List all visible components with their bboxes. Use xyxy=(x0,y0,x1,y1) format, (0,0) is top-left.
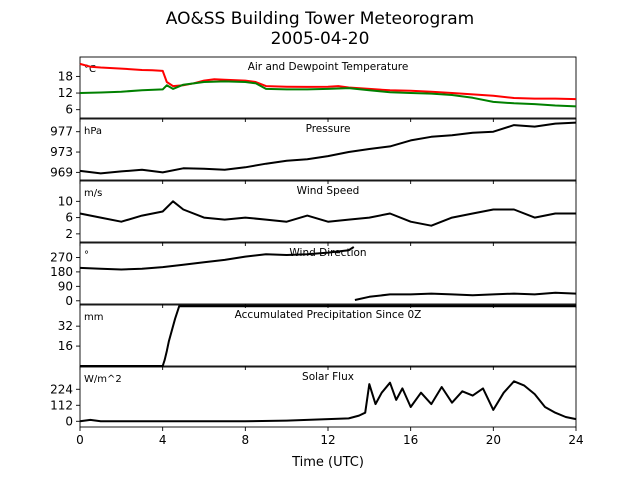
y-tick-label: 0 xyxy=(65,414,73,428)
y-tick-label: 0 xyxy=(65,294,73,308)
y-tick-label: 32 xyxy=(58,319,73,333)
panel-title: Pressure xyxy=(306,123,351,135)
y-tick-label: 6 xyxy=(65,103,73,117)
panels-group: 6 12 18 °C Air and Dewpoint Temperature 969 97… xyxy=(50,56,577,431)
x-tick-label: 16 xyxy=(403,433,418,447)
y-tick-label: 12 xyxy=(58,86,73,100)
panel-unit-label: mm xyxy=(84,312,103,323)
x-tick-label: 24 xyxy=(568,433,583,447)
panel-title: Wind Speed xyxy=(297,185,360,197)
x-tick-label: 4 xyxy=(159,433,167,447)
y-tick-label: 2 xyxy=(65,227,73,241)
x-axis: 0 4 8 12 16 20 24 xyxy=(76,433,583,447)
y-tick-label: 969 xyxy=(50,165,73,179)
series-line-1 xyxy=(80,305,576,367)
series-line-1 xyxy=(79,246,355,271)
panel-5: 16 32 mm Accumulated Precipitation Since 0Z xyxy=(58,304,577,370)
series-line-2 xyxy=(354,291,577,301)
y-tick-label: 112 xyxy=(50,398,73,412)
panel-6: 0 112 224 W/m^2 Solar Flux xyxy=(50,366,577,431)
x-tick-label: 8 xyxy=(242,433,250,447)
panel-unit-label: m/s xyxy=(84,188,102,199)
x-tick-label: 0 xyxy=(76,433,84,447)
series-line-1 xyxy=(79,380,577,423)
x-axis-label: Time (UTC) xyxy=(291,455,364,470)
y-tick-label: 180 xyxy=(50,265,73,279)
panel-unit-label: hPa xyxy=(84,126,102,137)
panel-unit-label: °C xyxy=(84,64,96,75)
panel-3: 2 6 10 m/s Wind Speed xyxy=(58,180,577,246)
series-line-2 xyxy=(79,80,577,108)
panel-title: Accumulated Precipitation Since 0Z xyxy=(235,309,422,321)
panel-unit-label: ° xyxy=(84,250,89,261)
x-tick-label: 20 xyxy=(486,433,501,447)
y-tick-label: 270 xyxy=(50,250,73,264)
chart-title: AO&SS Building Tower Meteorogram xyxy=(166,9,474,29)
y-tick-label: 16 xyxy=(58,339,73,353)
panel-title: Air and Dewpoint Temperature xyxy=(248,61,409,73)
panel-1: 6 12 18 °C Air and Dewpoint Temperature xyxy=(58,56,577,122)
panel-2: 969 973 977 hPa Pressure xyxy=(50,118,577,184)
series-line-1 xyxy=(79,200,576,227)
panel-unit-label: W/m^2 xyxy=(84,374,122,385)
y-tick-label: 6 xyxy=(65,211,73,225)
chart-subtitle: 2005-04-20 xyxy=(271,29,370,49)
y-tick-label: 10 xyxy=(58,194,73,208)
y-tick-label: 977 xyxy=(50,125,73,139)
y-tick-label: 18 xyxy=(58,69,73,83)
y-tick-label: 90 xyxy=(58,279,73,293)
y-tick-label: 973 xyxy=(50,145,73,159)
series-line-1 xyxy=(79,121,577,175)
x-tick-label: 12 xyxy=(320,433,335,447)
panel-title: Solar Flux xyxy=(302,371,354,383)
series-line-1 xyxy=(79,62,577,101)
y-tick-label: 224 xyxy=(50,382,73,396)
